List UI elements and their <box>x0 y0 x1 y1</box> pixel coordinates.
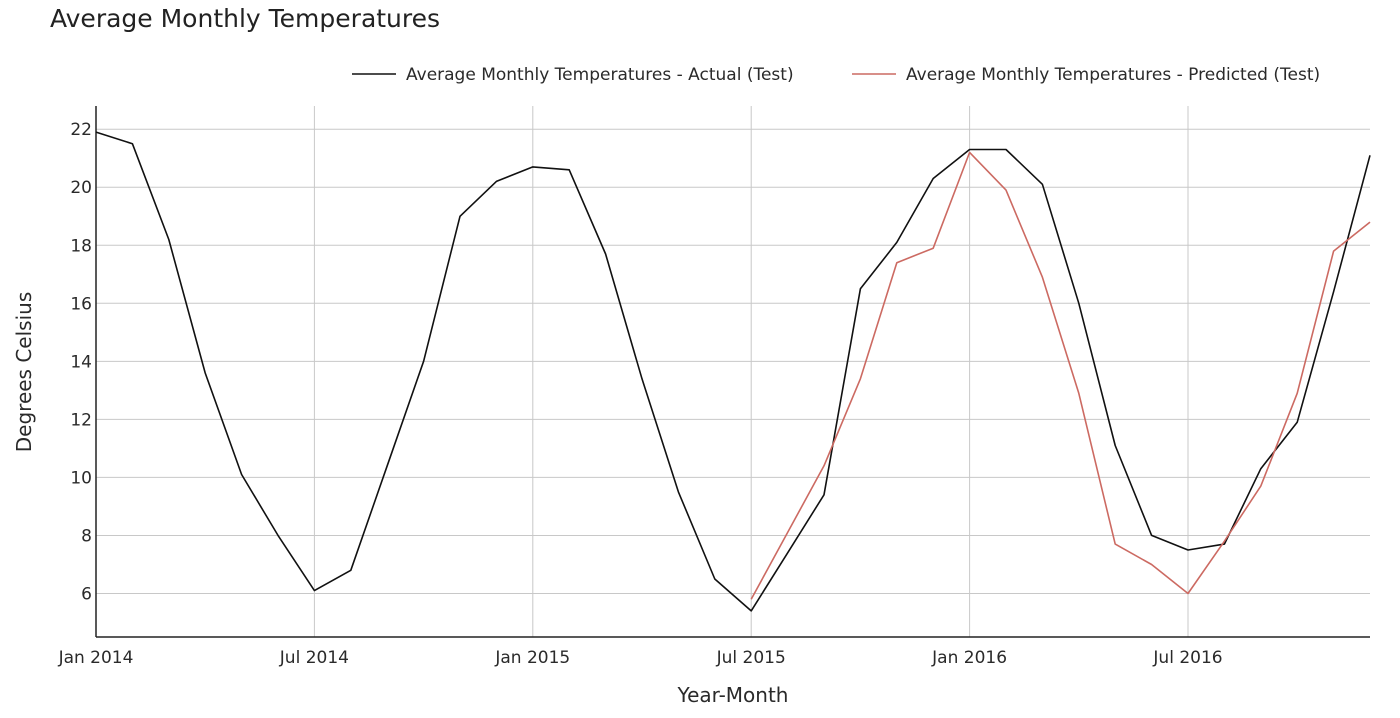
x-tick-label: Jul 2014 <box>279 648 349 668</box>
y-tick-label: 12 <box>70 410 92 430</box>
x-tick-label: Jul 2016 <box>1152 648 1222 668</box>
series-line-predicted <box>750 151 1371 600</box>
series-line-actual <box>95 131 1371 612</box>
y-tick-label: 16 <box>70 294 92 314</box>
y-tick-label: 22 <box>70 120 92 140</box>
y-tick-label: 14 <box>70 352 92 372</box>
grid <box>96 106 1370 637</box>
legend-item-actual[interactable]: Average Monthly Temperatures - Actual (T… <box>352 65 794 85</box>
legend-label: Average Monthly Temperatures - Actual (T… <box>406 65 794 85</box>
y-tick-label: 20 <box>70 178 92 198</box>
x-tick-label: Jan 2015 <box>494 648 570 668</box>
legend[interactable]: Average Monthly Temperatures - Actual (T… <box>352 65 1320 85</box>
legend-item-predicted[interactable]: Average Monthly Temperatures - Predicted… <box>852 65 1320 85</box>
x-tick-label: Jan 2016 <box>931 648 1007 668</box>
axes: 6 8 10 12 14 16 18 20 22 Jan 2014 Jul 2014 Jan 2015… <box>58 106 1370 668</box>
x-tick-label: Jan 2014 <box>58 648 134 668</box>
chart-title: Average Monthly Temperatures <box>50 4 441 33</box>
y-axis-title: Degrees Celsius <box>12 292 36 452</box>
legend-label: Average Monthly Temperatures - Predicted… <box>906 65 1320 85</box>
x-tick-label: Jul 2015 <box>716 648 786 668</box>
y-tick-label: 8 <box>81 526 92 546</box>
series-lines <box>95 131 1371 612</box>
y-tick-label: 18 <box>70 236 92 256</box>
y-tick-label: 6 <box>81 584 92 604</box>
x-axis-title: Year-Month <box>677 683 789 707</box>
y-tick-label: 10 <box>70 468 92 488</box>
